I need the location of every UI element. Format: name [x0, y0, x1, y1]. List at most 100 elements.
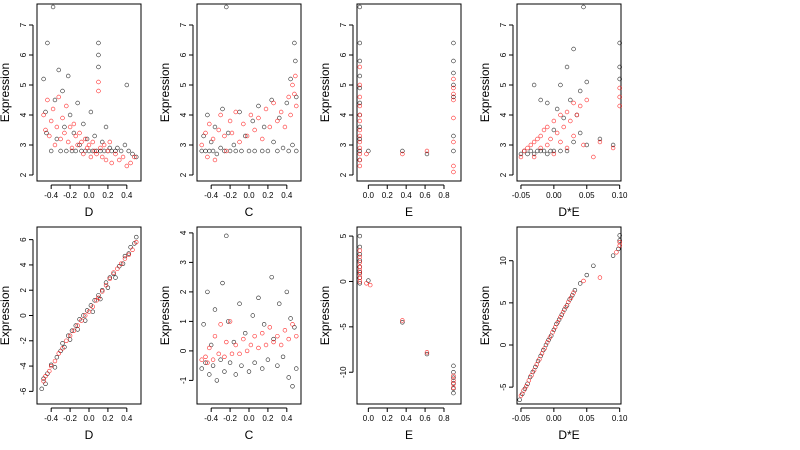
data-point — [62, 124, 67, 130]
data-point — [357, 270, 363, 275]
y-tick-label: 5 — [499, 300, 508, 305]
data-point — [60, 115, 65, 121]
data-point — [366, 278, 371, 283]
data-point — [357, 85, 363, 91]
data-point — [233, 342, 238, 348]
data-point — [83, 318, 88, 323]
data-point — [518, 393, 524, 398]
data-point — [286, 94, 291, 100]
data-point — [529, 373, 534, 378]
data-point — [558, 112, 563, 118]
data-point — [280, 145, 286, 151]
y-tick-label: -5 — [499, 383, 508, 391]
data-point — [239, 148, 244, 154]
series-2 — [199, 73, 299, 163]
panel-3: 0.0 0.2 0.4 0.6 0.8 2 3 4 5 6 7 E Expression — [318, 3, 462, 219]
data-point — [43, 127, 48, 133]
data-point — [610, 145, 616, 151]
data-point — [86, 309, 92, 314]
x-tick-label: 0.0 — [83, 414, 95, 423]
y-tick-label: 6 — [19, 52, 28, 57]
data-point — [357, 151, 363, 157]
x-tick-label: -0.4 — [44, 191, 58, 200]
data-point — [69, 145, 75, 151]
data-point — [357, 157, 363, 163]
data-point — [538, 133, 543, 139]
data-point — [584, 272, 589, 278]
y-tick-label: 6 — [499, 52, 508, 57]
data-point — [551, 151, 557, 157]
data-point — [117, 263, 122, 269]
data-point — [54, 355, 60, 360]
data-point — [577, 130, 583, 136]
x-tick-label: 0.0 — [83, 191, 95, 200]
data-point — [400, 151, 405, 157]
x-tick-label: -0.2 — [223, 414, 237, 423]
data-point — [286, 148, 291, 154]
data-point — [45, 371, 50, 376]
data-point — [617, 64, 622, 70]
data-point — [451, 82, 456, 88]
data-point — [212, 333, 218, 339]
data-point — [563, 304, 568, 310]
data-point — [126, 148, 131, 154]
data-point — [577, 88, 583, 94]
data-point — [357, 4, 363, 10]
data-point — [577, 103, 583, 109]
data-point — [531, 82, 537, 88]
data-point — [541, 127, 547, 133]
data-point — [574, 112, 580, 118]
series-1 — [199, 4, 299, 157]
data-point — [451, 139, 456, 145]
panel-6: -0.4 -0.2 0.0 0.2 0.4 -1 0 1 2 3 4 C Expression — [158, 226, 302, 442]
data-point — [199, 366, 204, 371]
series-2 — [41, 79, 137, 169]
y-tick-label: 5 — [19, 82, 28, 87]
data-point — [357, 248, 363, 253]
series-2 — [41, 239, 139, 384]
data-point — [64, 338, 69, 343]
data-point — [525, 145, 530, 151]
data-point — [227, 319, 233, 324]
data-point — [617, 238, 622, 243]
data-point — [364, 281, 369, 286]
data-point — [237, 139, 242, 145]
data-point — [271, 339, 276, 345]
data-point — [65, 333, 71, 338]
x-tick-label: 0.4 — [281, 414, 293, 423]
x-tick-label: 0.0 — [363, 191, 375, 200]
data-point — [212, 307, 218, 312]
data-point — [581, 4, 586, 10]
x-tick-label: 0.00 — [546, 414, 562, 423]
data-point — [250, 118, 255, 124]
data-point — [290, 322, 295, 327]
data-point — [555, 320, 561, 325]
plot-frame — [196, 226, 302, 405]
data-point — [224, 233, 229, 239]
data-point — [113, 151, 118, 157]
y-tick-label: 2 — [499, 172, 508, 177]
y-tick-label: 4 — [19, 112, 28, 117]
data-point — [275, 118, 280, 124]
data-point — [52, 365, 58, 370]
data-point — [267, 325, 272, 330]
data-point — [277, 301, 282, 306]
plot-frame — [196, 3, 302, 182]
data-point — [90, 139, 95, 145]
x-tick-label: 0.4 — [401, 414, 413, 423]
x-axis-title: C — [245, 205, 254, 219]
data-point — [584, 142, 589, 148]
data-point — [288, 76, 293, 82]
data-point — [60, 88, 65, 94]
data-point — [229, 130, 235, 136]
data-point — [84, 136, 90, 142]
data-point — [271, 100, 276, 106]
y-tick-label: 6 — [179, 52, 188, 57]
plot-frame — [356, 3, 462, 182]
data-point — [220, 106, 225, 112]
data-point — [243, 133, 248, 139]
data-point — [537, 357, 542, 362]
data-point — [564, 148, 570, 154]
data-point — [286, 336, 291, 342]
x-tick-label: 0.8 — [438, 191, 450, 200]
